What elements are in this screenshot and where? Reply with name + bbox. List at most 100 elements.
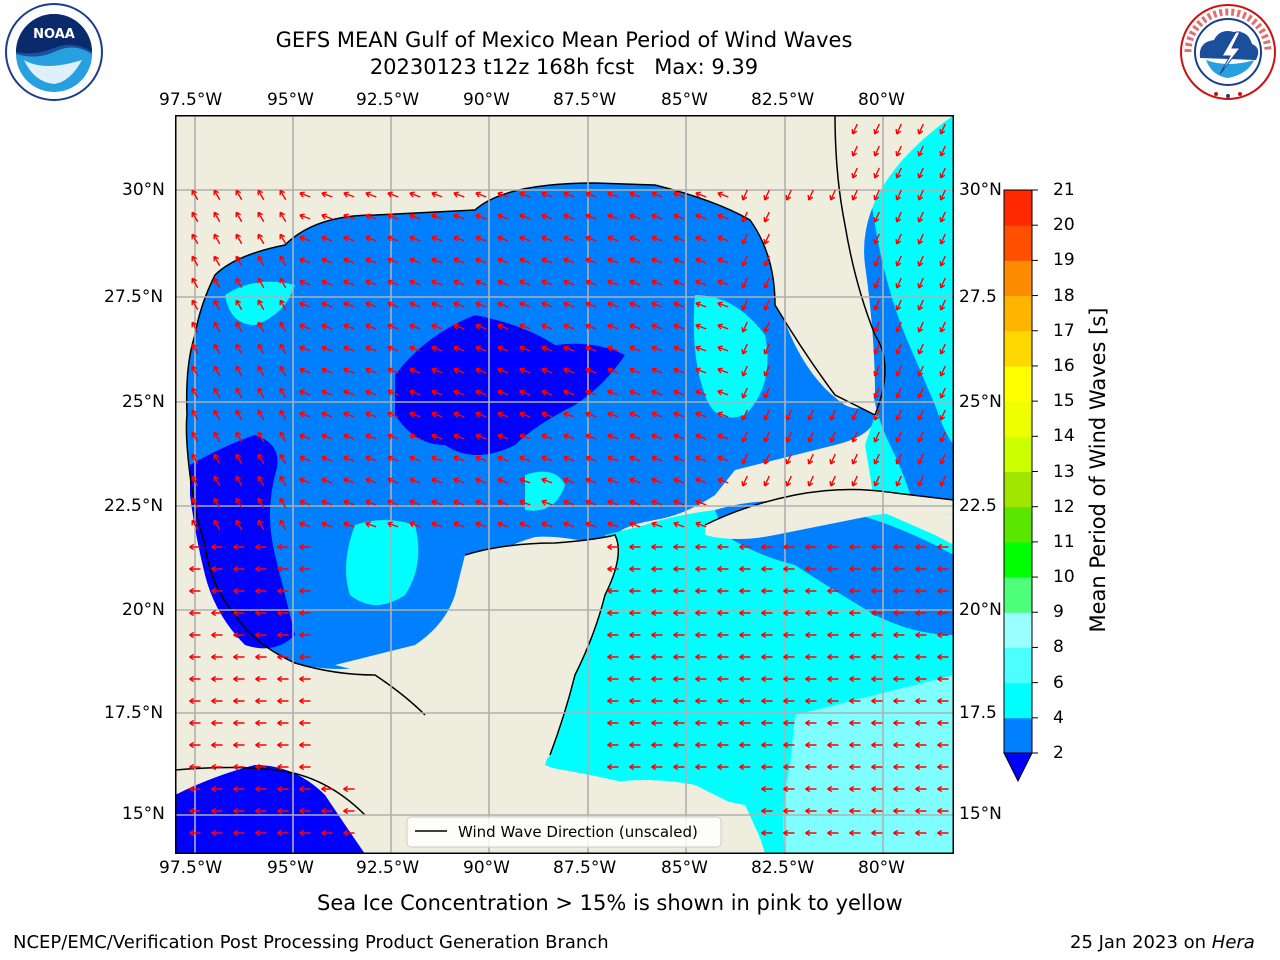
date-text: 25 Jan 2023 on [1070,932,1207,953]
wave-direction-arrow [761,785,773,793]
wave-direction-arrow [917,189,924,201]
wave-direction-arrow [939,167,946,179]
wave-direction-arrow [893,587,905,595]
colorbar-tick-label: 19 [1053,250,1075,271]
wave-direction-arrow [497,301,509,308]
wave-direction-arrow [189,565,201,573]
wave-direction-arrow [873,409,880,421]
wave-direction-arrow [937,719,949,727]
wave-direction-arrow [629,301,641,308]
wave-direction-arrow [717,257,729,264]
yucatan-peninsula [335,535,619,780]
wave-direction-arrow [279,299,287,311]
wave-direction-arrow [431,257,443,264]
wave-direction-arrow [917,321,924,333]
wave-direction-arrow [277,807,289,815]
wave-direction-arrow [475,521,487,528]
wave-direction-arrow [673,213,685,220]
wave-direction-arrow [717,653,729,661]
wave-direction-arrow [917,277,924,289]
wave-direction-arrow [257,365,265,377]
wave-direction-arrow [213,211,221,223]
lon-label-top: 80°W [858,90,905,110]
wave-direction-arrow [213,475,221,487]
wave-direction-arrow [763,431,770,443]
wave-direction-arrow [519,521,531,528]
wave-direction-arrow [873,145,880,157]
wave-direction-arrow [365,455,377,462]
wave-direction-arrow [695,675,707,683]
legend-label: Wind Wave Direction (unscaled) [458,823,698,841]
wave-direction-arrow [915,807,927,815]
wave-direction-arrow [741,409,748,421]
lon-label-top: 90°W [463,90,510,110]
wave-direction-arrow [849,807,861,815]
wave-direction-arrow [673,763,685,771]
wave-direction-arrow [213,409,221,421]
wave-direction-arrow [871,763,883,771]
wave-direction-arrow [805,631,817,639]
wave-direction-arrow [475,455,487,462]
wave-direction-arrow [717,345,729,352]
wave-direction-arrow [871,719,883,727]
wave-direction-arrow [849,829,861,837]
wave-direction-arrow [409,367,421,374]
wave-direction-arrow [761,675,773,683]
wave-direction-arrow [191,387,199,399]
wave-direction-arrow [343,455,355,462]
wave-direction-arrow [827,609,839,617]
wave-direction-arrow [255,807,267,815]
wave-direction-arrow [695,697,707,705]
wave-direction-arrow [629,235,641,242]
wave-direction-arrow [607,653,619,661]
wave-direction-arrow [541,477,553,484]
wave-direction-arrow [343,389,355,396]
wave-direction-arrow [233,697,245,705]
wave-direction-arrow [211,587,223,595]
wave-direction-arrow [497,191,509,198]
wave-direction-arrow [695,389,707,396]
wave-direction-arrow [191,189,199,201]
wave-direction-arrow [255,653,267,661]
wave-direction-arrow [409,323,421,330]
wave-direction-arrow [255,785,267,793]
wave-direction-arrow [607,609,619,617]
wave-direction-arrow [189,807,201,815]
wave-direction-arrow [519,345,531,352]
wave-direction-arrow [651,741,663,749]
wave-direction-arrow [717,411,729,418]
wave-direction-arrow [213,365,221,377]
wave-direction-arrow [895,431,902,443]
wave-direction-arrow [541,433,553,440]
wave-direction-arrow [607,719,619,727]
wave-direction-arrow [431,191,443,198]
lon-label-bottom: 97.5°W [159,858,223,878]
wave-direction-arrow [453,455,465,462]
wave-direction-arrow [939,189,946,201]
wave-direction-arrow [299,235,311,242]
wave-direction-arrow [629,213,641,220]
wave-direction-arrow [541,301,553,308]
wave-direction-arrow [233,763,245,771]
wave-direction-arrow [409,521,421,528]
wave-direction-arrow [191,475,199,487]
wave-direction-arrow [563,477,575,484]
colorbar-segment [1004,612,1032,648]
wave-direction-arrow [695,521,707,528]
wave-direction-arrow [761,631,773,639]
wave-direction-arrow [695,367,707,374]
wave-direction-arrow [211,543,223,551]
wave-direction-arrow [783,807,795,815]
wave-direction-arrow [851,453,858,465]
wave-direction-arrow [651,301,663,308]
wave-direction-arrow [739,543,751,551]
wave-direction-arrow [763,475,770,487]
wave-direction-arrow [651,631,663,639]
wave-direction-arrow [785,475,792,487]
wave-direction-arrow [741,365,748,377]
wave-direction-arrow [607,345,619,352]
lat-label-left: 20°N [122,600,165,620]
wave-direction-arrow [387,477,399,484]
wave-direction-arrow [785,189,792,201]
wave-direction-arrow [783,543,795,551]
